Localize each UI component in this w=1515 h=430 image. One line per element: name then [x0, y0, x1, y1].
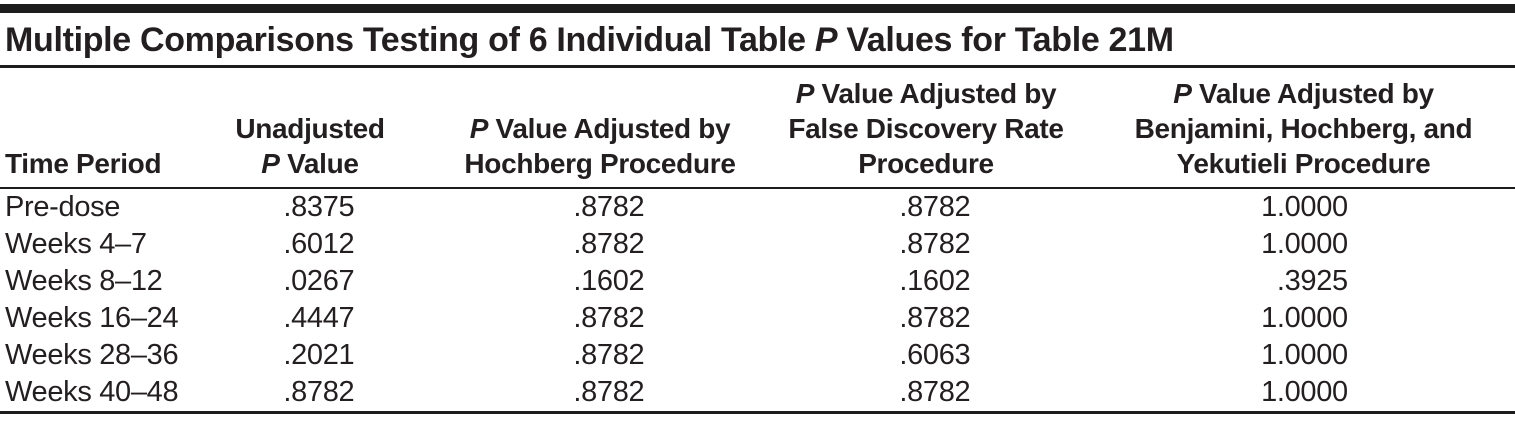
p-value-cell: .8375 [180, 188, 440, 226]
p-value: .8782 [573, 339, 645, 371]
p-value: .1602 [573, 265, 645, 297]
p-value: .8782 [573, 191, 645, 223]
p-value-cell: .8782 [440, 188, 760, 226]
p-value-cell: .1602 [760, 263, 1092, 300]
column-header-benjamini-hochberg-yekutieli: P Value Adjusted by Benjamini, Hochberg, … [1092, 68, 1515, 189]
p-value: .8782 [573, 228, 645, 260]
p-value: .8375 [283, 191, 355, 223]
p-value-cell: .8782 [440, 300, 760, 337]
table-row: Weeks 4–7 .6012 .8782 .8782 1.0000 [0, 226, 1515, 263]
table-row: Weeks 40–48 .8782 .8782 .8782 1.0000 [0, 374, 1515, 413]
p-value-cell: .8782 [760, 374, 1092, 413]
italic-p: P [261, 148, 280, 179]
p-value-cell: .8782 [440, 226, 760, 263]
p-value: .6063 [899, 339, 971, 371]
p-value-cell: .8782 [180, 374, 440, 413]
p-value: 1.0000 [1261, 228, 1348, 260]
table-header: Time Period Unadjusted P Value P Value Adju… [0, 68, 1515, 189]
p-value-cell: .8782 [760, 226, 1092, 263]
column-header-hochberg: P Value Adjusted by Hochberg Procedure [440, 68, 760, 189]
p-value-cell: .8782 [440, 337, 760, 374]
time-period-cell: Weeks 40–48 [5, 376, 179, 408]
column-header-unadjusted: Unadjusted P Value [180, 68, 440, 189]
header-row: Time Period Unadjusted P Value P Value Adju… [0, 68, 1515, 189]
p-value-cell: .1602 [440, 263, 760, 300]
p-values-table: Time Period Unadjusted P Value P Value Adju… [0, 68, 1515, 414]
italic-p: P [1173, 78, 1192, 109]
table-row: Weeks 16–24 .4447 .8782 .8782 1.0000 [0, 300, 1515, 337]
table-top-rule [0, 4, 1515, 13]
p-value-cell: .3925 [1092, 263, 1515, 300]
p-value-cell: .8782 [760, 188, 1092, 226]
p-value-cell: 1.0000 [1092, 188, 1515, 226]
p-value: 1.0000 [1261, 376, 1348, 408]
time-period-cell: Weeks 8–12 [5, 265, 163, 297]
column-header-false-discovery-rate: P Value Adjusted by False Discovery Rate P… [760, 68, 1092, 189]
p-value: .4447 [283, 302, 355, 334]
p-value: .8782 [899, 302, 971, 334]
p-value: .8782 [283, 376, 355, 408]
p-value: .8782 [899, 376, 971, 408]
p-value: .6012 [283, 228, 355, 260]
p-value: .8782 [573, 302, 645, 334]
table-title: Multiple Comparisons Testing of 6 Indivi… [0, 13, 1515, 68]
p-value-cell: .8782 [440, 374, 760, 413]
p-value-cell: 1.0000 [1092, 374, 1515, 413]
table-row: Weeks 28–36 .2021 .8782 .6063 1.0000 [0, 337, 1515, 374]
time-period-cell: Weeks 28–36 [5, 339, 179, 371]
p-value: .8782 [899, 191, 971, 223]
p-value: 1.0000 [1261, 302, 1348, 334]
journal-table-figure: Multiple Comparisons Testing of 6 Indivi… [0, 4, 1515, 430]
p-value: .0267 [283, 265, 355, 297]
time-period-cell: Weeks 16–24 [5, 302, 179, 334]
italic-p: P [814, 21, 838, 59]
p-value: .8782 [899, 228, 971, 260]
p-value: .2021 [283, 339, 355, 371]
p-value-cell: 1.0000 [1092, 337, 1515, 374]
p-value-cell: 1.0000 [1092, 226, 1515, 263]
time-period-cell: Weeks 4–7 [5, 228, 147, 260]
p-value-cell: .6012 [180, 226, 440, 263]
p-value-cell: 1.0000 [1092, 300, 1515, 337]
time-period-cell: Pre-dose [5, 191, 121, 223]
p-value-cell: .0267 [180, 263, 440, 300]
column-header-time-period: Time Period [0, 68, 180, 189]
p-value: 1.0000 [1261, 339, 1348, 371]
p-value-cell: .4447 [180, 300, 440, 337]
p-value: .8782 [573, 376, 645, 408]
p-value-cell: .6063 [760, 337, 1092, 374]
table-row: Pre-dose .8375 .8782 .8782 1.0000 [0, 188, 1515, 226]
p-value: .1602 [899, 265, 971, 297]
p-value: .3925 [1276, 265, 1348, 297]
table-body: Pre-dose .8375 .8782 .8782 1.0000 Weeks 4–7 .6… [0, 188, 1515, 413]
p-value: 1.0000 [1261, 191, 1348, 223]
p-value-cell: .2021 [180, 337, 440, 374]
italic-p: P [469, 113, 489, 144]
table-row: Weeks 8–12 .0267 .1602 .1602 .3925 [0, 263, 1515, 300]
italic-p: P [795, 78, 815, 109]
p-value-cell: .8782 [760, 300, 1092, 337]
